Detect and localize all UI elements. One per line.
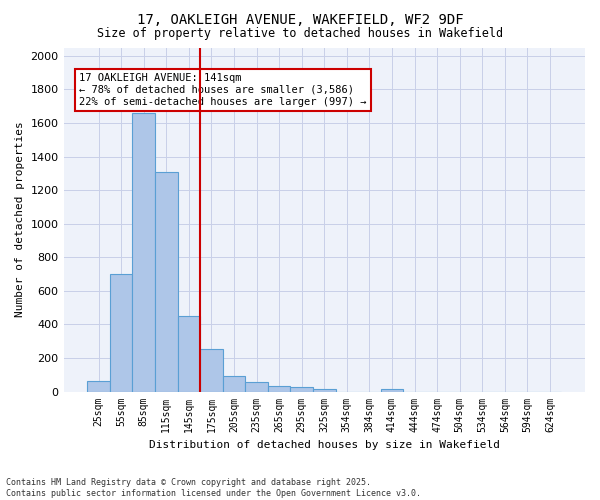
Bar: [155, 172, 178, 392]
Bar: [290, 388, 313, 392]
Y-axis label: Number of detached properties: Number of detached properties: [15, 122, 25, 318]
Bar: [200, 349, 223, 392]
Text: Size of property relative to detached houses in Wakefield: Size of property relative to detached ho…: [97, 28, 503, 40]
Bar: [133, 113, 155, 392]
Text: Contains HM Land Registry data © Crown copyright and database right 2025.
Contai: Contains HM Land Registry data © Crown c…: [6, 478, 421, 498]
Bar: [381, 389, 403, 392]
Text: 17 OAKLEIGH AVENUE: 141sqm
← 78% of detached houses are smaller (3,586)
22% of s: 17 OAKLEIGH AVENUE: 141sqm ← 78% of deta…: [79, 74, 367, 106]
Bar: [268, 386, 290, 392]
Bar: [178, 316, 200, 392]
Bar: [110, 274, 133, 392]
Text: 17, OAKLEIGH AVENUE, WAKEFIELD, WF2 9DF: 17, OAKLEIGH AVENUE, WAKEFIELD, WF2 9DF: [137, 12, 463, 26]
X-axis label: Distribution of detached houses by size in Wakefield: Distribution of detached houses by size …: [149, 440, 500, 450]
Bar: [313, 389, 335, 392]
Bar: [87, 380, 110, 392]
Bar: [223, 376, 245, 392]
Bar: [245, 382, 268, 392]
